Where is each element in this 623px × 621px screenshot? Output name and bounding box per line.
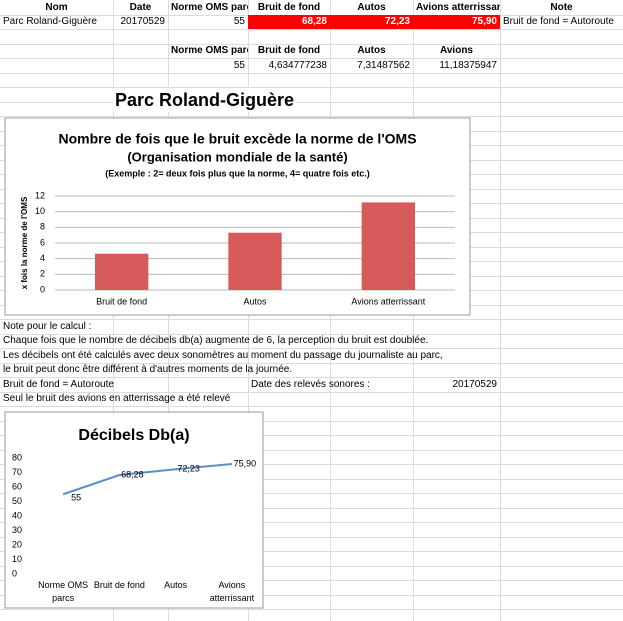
grid-row-line [0, 333, 623, 335]
data-cell: 20170529 [120, 16, 166, 27]
y-tick-label: 40 [12, 510, 22, 520]
grid-row-line [0, 43, 623, 45]
grid-row-line [0, 580, 623, 581]
data-cell: 11,18375947 [439, 59, 497, 71]
x-tick-label: Autos [164, 580, 188, 590]
chart-subtitle: (Organisation mondiale de la santé) [127, 149, 347, 164]
x-tick-label: Bruit de fond [96, 296, 147, 306]
y-axis-title: x fois la norme de l'OMS [20, 196, 29, 289]
data-cell: 72,23 [330, 15, 413, 29]
grid-row-line [0, 362, 623, 364]
data-cell: Bruit de fond = Autoroute [503, 16, 614, 27]
grid-row-line [0, 478, 623, 480]
data-label: 72,23 [177, 464, 200, 474]
data-cell: 75,90 [413, 15, 500, 29]
data-cell: Parc Roland-Giguère [3, 16, 97, 27]
grid-row-line [0, 58, 623, 59]
grid-row-line [0, 377, 623, 378]
y-tick-label: 10 [12, 554, 22, 564]
data-cell: 68,28 [248, 15, 330, 29]
grid-row-line [0, 72, 623, 74]
header-cell: Autos [357, 45, 386, 56]
y-tick-label: 2 [40, 269, 45, 279]
header-cell: Norme OMS parcs [171, 45, 248, 56]
data-cell: 55 [233, 59, 245, 71]
grid-row-line [0, 536, 623, 538]
bar [228, 232, 282, 290]
grid-row-line [0, 391, 623, 393]
grid-row-line [0, 551, 623, 552]
y-tick-label: 0 [40, 284, 45, 294]
grid-row-line [0, 87, 623, 88]
grid-row-line [0, 449, 623, 451]
header-cell: Bruit de fond [257, 45, 321, 56]
grid-row-line [0, 565, 623, 567]
data-cell: 55 [233, 16, 245, 27]
y-tick-label: 80 [12, 452, 22, 462]
x-tick-label: Norme OMS parcs [38, 580, 89, 603]
data-line [62, 462, 232, 496]
grid-row-line [0, 435, 623, 436]
header-cell: Date [129, 1, 152, 13]
y-tick-label: 20 [12, 539, 22, 549]
y-tick-label: 60 [12, 481, 22, 491]
bar [361, 202, 415, 290]
header-cell: Bruit de fond [257, 1, 321, 13]
note-text: Note pour le calcul : [3, 320, 92, 332]
y-tick-label: 8 [40, 222, 45, 232]
data-cell: 4,634777238 [268, 59, 327, 71]
grid-row-line [0, 116, 623, 117]
heading: Parc Roland-Giguère [113, 88, 297, 112]
grid-row-line [0, 319, 623, 320]
chart-title: Nombre de fois que le bruit excède la no… [58, 131, 416, 147]
grid-row-line [0, 522, 623, 523]
x-tick-label: Avions atterrissant [209, 580, 255, 603]
note-text: Date des relevés sonores : [251, 378, 370, 390]
header-cell: Avions [440, 45, 473, 56]
grid-row-line [0, 29, 623, 30]
grid-row-line [0, 507, 623, 509]
header-cell: Norme OMS parcs [171, 1, 248, 13]
data-cell: 7,31487562 [357, 59, 410, 71]
grid-col-line [500, 0, 501, 621]
grid-row-line [0, 420, 623, 422]
bar [95, 253, 149, 290]
note-text: Bruit de fond = Autoroute [3, 378, 114, 390]
header-cell: Avions atterrissant [416, 1, 500, 13]
x-tick-label: Bruit de fond [93, 580, 145, 590]
data-label: 55 [71, 493, 81, 503]
y-tick-label: 12 [35, 190, 45, 200]
grid-row-line [0, 406, 623, 407]
note-text: 20170529 [452, 378, 498, 390]
grid-row-line [0, 609, 623, 610]
y-tick-label: 30 [12, 525, 22, 535]
x-tick-label: Avions atterrissant [351, 296, 425, 306]
grid-row-line [0, 594, 623, 596]
chart-title: Décibels Db(a) [78, 427, 189, 444]
data-label: 75,90 [234, 458, 257, 468]
chart-frame [4, 411, 264, 609]
grid-row-line [0, 493, 623, 494]
grid-row-line [0, 101, 623, 103]
y-tick-label: 6 [40, 237, 45, 247]
header-cell: Note [550, 1, 573, 13]
header-cell: Autos [357, 1, 386, 13]
y-tick-label: 10 [35, 206, 45, 216]
y-tick-label: 4 [40, 253, 45, 263]
y-tick-label: 0 [12, 568, 17, 578]
y-tick-label: 50 [12, 496, 22, 506]
grid-row-line [0, 464, 623, 465]
grid-row-line [0, 348, 623, 349]
x-tick-label: Autos [243, 296, 267, 306]
data-label: 68,28 [121, 469, 144, 479]
chart-note: (Exemple : 2= deux fois plus que la norm… [105, 168, 370, 178]
y-tick-label: 70 [12, 467, 22, 477]
header-cell: Nom [45, 1, 68, 13]
